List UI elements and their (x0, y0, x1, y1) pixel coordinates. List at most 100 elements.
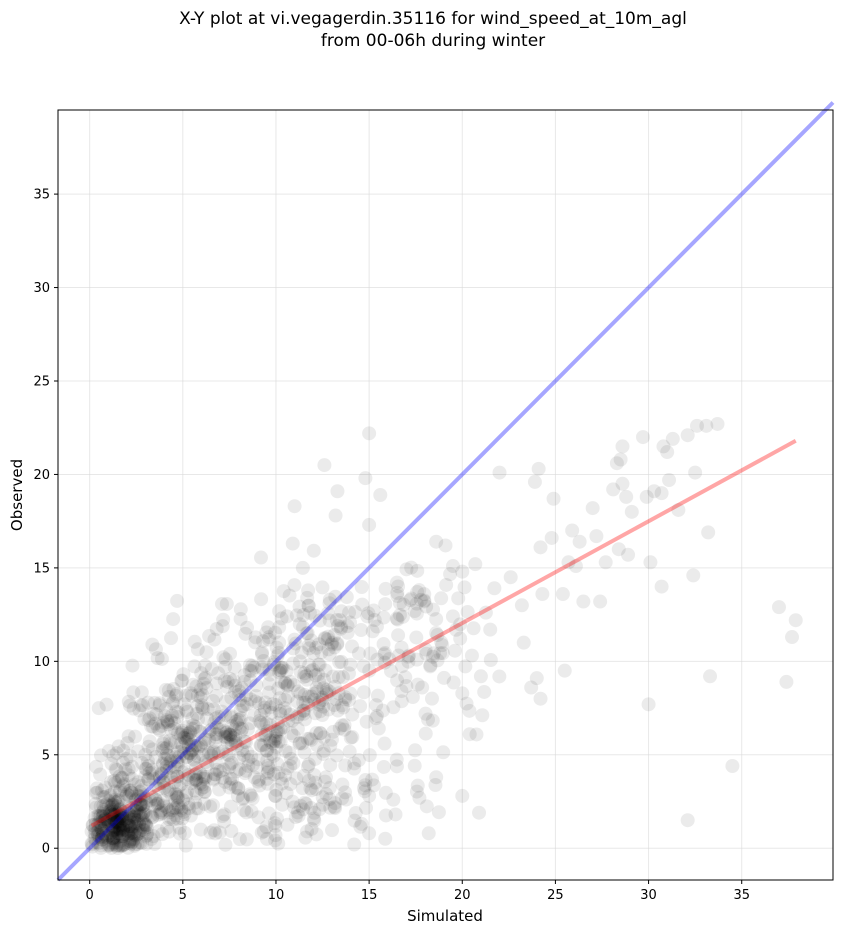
data-point (155, 744, 170, 759)
data-point (186, 752, 201, 767)
data-point (162, 689, 177, 704)
data-point (273, 771, 288, 786)
data-point (377, 646, 392, 661)
data-point (318, 663, 333, 678)
data-point (140, 753, 155, 768)
data-point (106, 833, 121, 848)
data-point (112, 817, 127, 832)
data-point (291, 684, 306, 699)
data-point (261, 676, 276, 691)
data-point (106, 830, 121, 845)
data-point (531, 461, 546, 476)
data-point (110, 820, 125, 835)
data-point (121, 761, 136, 776)
data-point (286, 678, 301, 693)
y-axis-label: Observed (8, 459, 26, 531)
data-point (254, 645, 269, 660)
data-point (209, 730, 224, 745)
data-point (288, 810, 303, 825)
data-point (309, 681, 324, 696)
x-tick-label: 35 (733, 888, 750, 903)
data-point (425, 649, 440, 664)
data-point (99, 697, 114, 712)
data-point (264, 747, 279, 762)
data-point (283, 777, 298, 792)
data-point (252, 772, 267, 787)
data-point (163, 736, 178, 751)
data-point (190, 688, 205, 703)
data-point (354, 623, 369, 638)
data-point (362, 788, 377, 803)
data-point (146, 829, 161, 844)
data-point (170, 798, 185, 813)
data-point (365, 772, 380, 787)
data-point (370, 652, 385, 667)
data-point (149, 796, 164, 811)
data-point (593, 594, 608, 609)
data-point (334, 698, 349, 713)
data-point (106, 836, 121, 851)
data-point (212, 764, 227, 779)
data-point (164, 787, 179, 802)
data-point (116, 743, 131, 758)
data-point (115, 817, 130, 832)
data-point (260, 776, 275, 791)
data-point (123, 783, 138, 798)
data-point (654, 486, 669, 501)
data-point (141, 695, 156, 710)
data-point (138, 818, 153, 833)
data-point (169, 789, 184, 804)
data-point (297, 745, 312, 760)
data-point (274, 674, 289, 689)
data-point (306, 646, 321, 661)
data-point (147, 836, 162, 851)
data-point (394, 694, 409, 709)
data-point (141, 713, 156, 728)
data-point (106, 800, 121, 815)
data-point (328, 508, 343, 523)
data-point (105, 807, 120, 822)
data-point (271, 836, 286, 851)
data-point (128, 819, 143, 834)
data-point (439, 577, 454, 592)
data-point (429, 534, 444, 549)
data-point (104, 798, 119, 813)
data-point (191, 749, 206, 764)
data-point (639, 489, 654, 504)
data-point (209, 720, 224, 735)
data-point (150, 797, 165, 812)
data-point (316, 797, 331, 812)
data-point (351, 646, 366, 661)
data-point (209, 711, 224, 726)
data-point (390, 612, 405, 627)
data-point (240, 620, 255, 635)
data-point (133, 797, 148, 812)
data-point (304, 821, 319, 836)
data-point (316, 672, 331, 687)
data-point (609, 456, 624, 471)
data-point (125, 819, 140, 834)
data-point (91, 827, 106, 842)
data-point (178, 838, 193, 853)
data-point (389, 611, 404, 626)
data-point (257, 703, 272, 718)
data-point (275, 797, 290, 812)
data-point (286, 756, 301, 771)
data-point (219, 679, 234, 694)
data-point (127, 826, 142, 841)
data-point (405, 690, 420, 705)
data-point (299, 672, 314, 687)
data-point (263, 718, 278, 733)
data-point (129, 791, 144, 806)
data-point (239, 832, 254, 847)
data-point (503, 570, 518, 585)
data-point (292, 735, 307, 750)
data-point (291, 808, 306, 823)
data-point (527, 474, 542, 489)
data-point (167, 775, 182, 790)
data-point (94, 822, 109, 837)
data-point (327, 799, 342, 814)
data-point (189, 679, 204, 694)
data-point (136, 815, 151, 830)
data-point (84, 836, 99, 851)
